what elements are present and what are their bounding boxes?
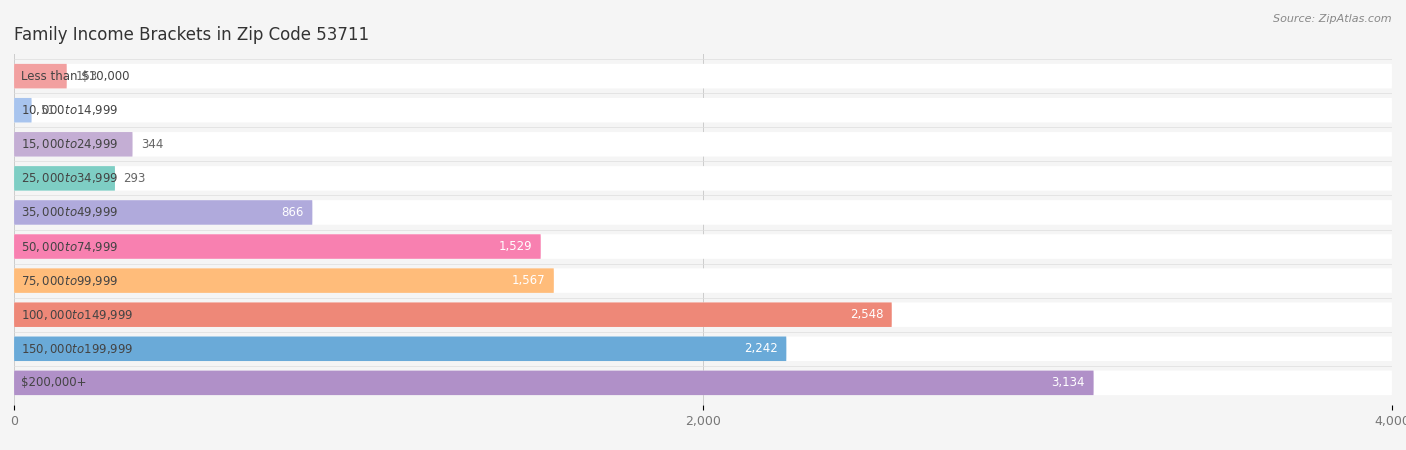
- Text: $15,000 to $24,999: $15,000 to $24,999: [21, 137, 118, 151]
- Text: 153: 153: [76, 70, 97, 83]
- Text: Source: ZipAtlas.com: Source: ZipAtlas.com: [1274, 14, 1392, 23]
- FancyBboxPatch shape: [14, 200, 1392, 225]
- FancyBboxPatch shape: [14, 268, 1392, 293]
- Text: 866: 866: [281, 206, 304, 219]
- FancyBboxPatch shape: [14, 98, 31, 122]
- FancyBboxPatch shape: [14, 98, 1392, 122]
- FancyBboxPatch shape: [14, 64, 1392, 88]
- FancyBboxPatch shape: [14, 302, 1392, 327]
- Text: $75,000 to $99,999: $75,000 to $99,999: [21, 274, 118, 288]
- FancyBboxPatch shape: [14, 371, 1392, 395]
- Text: $100,000 to $149,999: $100,000 to $149,999: [21, 308, 134, 322]
- Text: 51: 51: [41, 104, 55, 117]
- FancyBboxPatch shape: [14, 234, 1392, 259]
- Text: 1,567: 1,567: [512, 274, 546, 287]
- Text: $10,000 to $14,999: $10,000 to $14,999: [21, 103, 118, 117]
- Text: 3,134: 3,134: [1052, 376, 1085, 389]
- FancyBboxPatch shape: [14, 337, 786, 361]
- Text: $25,000 to $34,999: $25,000 to $34,999: [21, 171, 118, 185]
- FancyBboxPatch shape: [14, 234, 541, 259]
- FancyBboxPatch shape: [14, 132, 1392, 157]
- FancyBboxPatch shape: [14, 302, 891, 327]
- FancyBboxPatch shape: [14, 64, 66, 88]
- FancyBboxPatch shape: [14, 200, 312, 225]
- Text: $200,000+: $200,000+: [21, 376, 86, 389]
- Text: $35,000 to $49,999: $35,000 to $49,999: [21, 206, 118, 220]
- Text: 344: 344: [141, 138, 163, 151]
- Text: 2,242: 2,242: [744, 342, 778, 355]
- Text: $50,000 to $74,999: $50,000 to $74,999: [21, 239, 118, 253]
- Text: Family Income Brackets in Zip Code 53711: Family Income Brackets in Zip Code 53711: [14, 26, 370, 44]
- FancyBboxPatch shape: [14, 166, 115, 191]
- FancyBboxPatch shape: [14, 371, 1094, 395]
- Text: 1,529: 1,529: [499, 240, 531, 253]
- FancyBboxPatch shape: [14, 337, 1392, 361]
- Text: $150,000 to $199,999: $150,000 to $199,999: [21, 342, 134, 356]
- FancyBboxPatch shape: [14, 132, 132, 157]
- FancyBboxPatch shape: [14, 268, 554, 293]
- FancyBboxPatch shape: [14, 166, 1392, 191]
- Text: 293: 293: [124, 172, 146, 185]
- Text: Less than $10,000: Less than $10,000: [21, 70, 129, 83]
- Text: 2,548: 2,548: [849, 308, 883, 321]
